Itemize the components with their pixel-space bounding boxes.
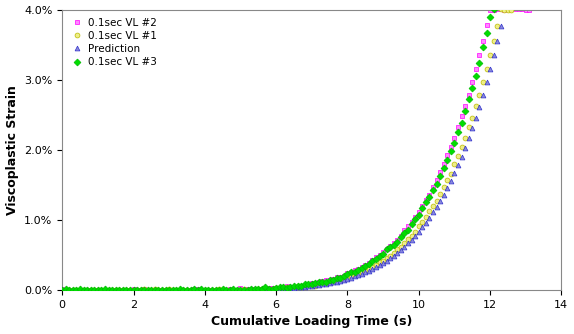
0.1sec VL #1 [319, 281, 326, 285]
0.1sec VL #3 [461, 109, 468, 113]
Y-axis label: Viscoplastic Strain: Viscoplastic Strain [6, 85, 18, 215]
0.1sec VL #3 [337, 276, 344, 280]
Prediction [63, 288, 69, 292]
0.1sec VL #2 [59, 287, 65, 291]
0.1sec VL #3 [298, 285, 305, 289]
0.1sec VL #3 [69, 288, 76, 292]
X-axis label: Cumulative Loading Time (s): Cumulative Loading Time (s) [211, 315, 413, 328]
0.1sec VL #1 [437, 192, 444, 196]
0.1sec VL #2 [515, 7, 522, 11]
0.1sec VL #2 [63, 288, 69, 292]
0.1sec VL #1 [59, 288, 65, 292]
Legend: 0.1sec VL #2, 0.1sec VL #1, Prediction, 0.1sec VL #3: 0.1sec VL #2, 0.1sec VL #1, Prediction, … [67, 15, 160, 70]
Prediction [59, 288, 65, 292]
Prediction [187, 288, 194, 292]
0.1sec VL #1 [344, 275, 351, 279]
0.1sec VL #3 [59, 288, 65, 292]
0.1sec VL #1 [80, 288, 87, 292]
0.1sec VL #1 [508, 8, 515, 12]
0.1sec VL #2 [526, 8, 533, 12]
0.1sec VL #3 [490, 7, 497, 11]
0.1sec VL #2 [437, 170, 444, 174]
Line: Prediction: Prediction [60, 23, 503, 293]
Prediction [494, 39, 501, 43]
0.1sec VL #1 [476, 93, 483, 97]
Line: 0.1sec VL #3: 0.1sec VL #3 [60, 7, 496, 293]
Prediction [497, 24, 504, 28]
0.1sec VL #2 [119, 288, 126, 292]
Line: 0.1sec VL #1: 0.1sec VL #1 [60, 7, 514, 293]
0.1sec VL #3 [201, 288, 208, 292]
0.1sec VL #2 [205, 288, 212, 292]
Line: 0.1sec VL #2: 0.1sec VL #2 [60, 7, 532, 293]
0.1sec VL #3 [479, 45, 486, 49]
0.1sec VL #3 [162, 288, 169, 292]
0.1sec VL #1 [497, 7, 504, 11]
Prediction [312, 283, 319, 287]
0.1sec VL #2 [219, 288, 226, 292]
Prediction [141, 288, 148, 292]
0.1sec VL #1 [326, 280, 333, 284]
0.1sec VL #2 [102, 288, 108, 292]
Prediction [87, 288, 94, 292]
0.1sec VL #2 [440, 162, 447, 166]
